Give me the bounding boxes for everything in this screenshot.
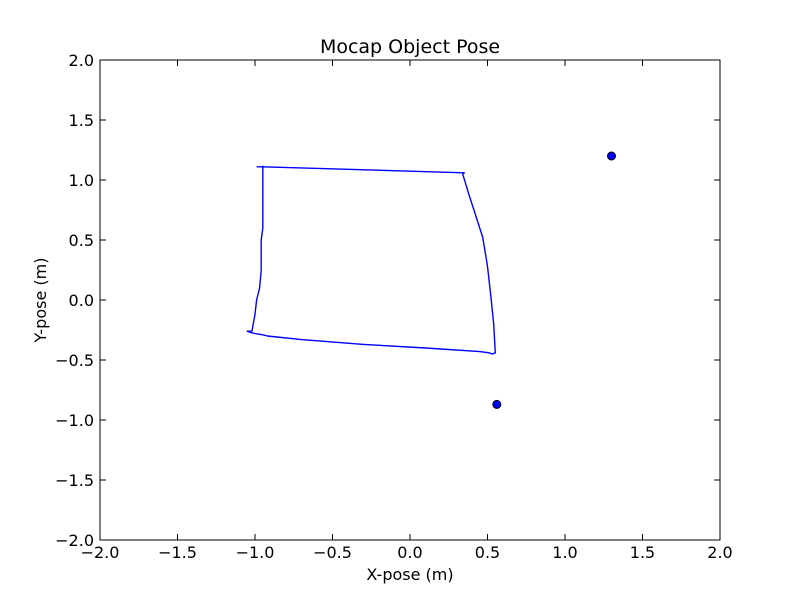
ticks-layer: −2.0 −1.5 −1.0 −0.5 0.0 0.5 1.0 1.5 2.0 −2.0 −1.5 −… xyxy=(55,51,733,562)
x-tick-label: −0.5 xyxy=(313,543,352,562)
plot-layer xyxy=(246,151,616,409)
y-axis-label: Y-pose (m) xyxy=(31,258,50,344)
x-tick-label: −1.0 xyxy=(236,543,275,562)
y-tick-label: −2.0 xyxy=(55,531,94,550)
y-tick-label: 0.5 xyxy=(69,231,94,250)
y-tick-label: 1.0 xyxy=(69,171,94,190)
trajectory-line xyxy=(246,165,496,355)
x-tick-label: 0.0 xyxy=(397,543,422,562)
x-tick-label: 1.0 xyxy=(552,543,577,562)
y-tick-label: 0.0 xyxy=(69,291,94,310)
x-tick-label: 2.0 xyxy=(707,543,732,562)
y-tick-label: −1.5 xyxy=(55,471,94,490)
y-tick-label: −0.5 xyxy=(55,351,94,370)
x-tick-label: 1.5 xyxy=(630,543,655,562)
plot-frame xyxy=(99,59,721,541)
x-tick-label: −1.5 xyxy=(158,543,197,562)
y-tick-label: −1.0 xyxy=(55,411,94,430)
y-tick-label: 1.5 xyxy=(69,111,94,130)
pose-marker xyxy=(607,151,616,161)
chart-title: Mocap Object Pose xyxy=(320,36,500,58)
x-tick-label: −2.0 xyxy=(81,543,120,562)
x-tick-label: 0.5 xyxy=(475,543,500,562)
pose-marker xyxy=(492,399,502,409)
y-tick-label: 2.0 xyxy=(69,51,94,70)
x-axis-label: X-pose (m) xyxy=(366,565,453,584)
